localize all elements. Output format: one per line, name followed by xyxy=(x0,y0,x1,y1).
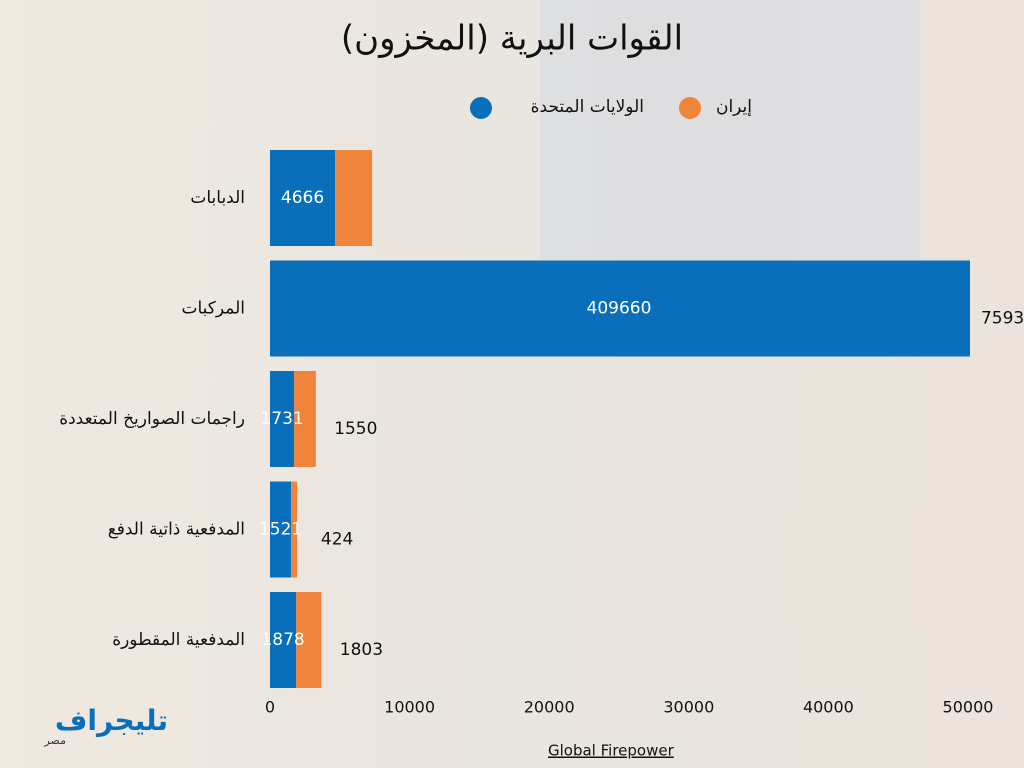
bar xyxy=(270,371,295,467)
bar xyxy=(270,481,292,578)
y-tick-label: المدفعية ذاتية الدفع xyxy=(108,520,245,540)
x-tick-label: 30000 xyxy=(663,698,714,717)
x-tick-label: 20000 xyxy=(524,698,575,717)
background-flag xyxy=(540,0,920,260)
bar xyxy=(291,481,298,578)
legend-label: إيران xyxy=(716,97,752,117)
value-label: 1731 xyxy=(260,409,303,429)
chart-title: القوات البرية (المخزون) xyxy=(341,19,683,59)
bar xyxy=(270,150,336,246)
x-tick-label: 50000 xyxy=(943,698,994,717)
value-label: 4666 xyxy=(281,188,324,208)
x-tick-label: 40000 xyxy=(803,698,854,717)
bar xyxy=(294,371,316,467)
bar xyxy=(270,260,970,357)
bar xyxy=(270,592,297,688)
legend-swatch xyxy=(679,97,701,119)
plot xyxy=(270,150,970,688)
source: Global Firepower xyxy=(548,742,675,760)
value-label: 1803 xyxy=(340,640,383,660)
y-tick-label: الدبابات xyxy=(190,188,245,208)
x-tick-label: 10000 xyxy=(384,698,435,717)
value-label: 75939 xyxy=(981,309,1024,329)
y-tick-label: المركبات xyxy=(181,299,245,319)
legend-swatch xyxy=(470,97,492,119)
value-label: 1521 xyxy=(259,520,302,540)
logo: تليجراف xyxy=(55,704,168,737)
logo-sub: مصر xyxy=(43,734,66,747)
bar xyxy=(335,150,373,246)
y-tick-label: المدفعية المقطورة xyxy=(112,630,245,650)
y-tick-label: راجمات الصواريخ المتعددة xyxy=(59,409,245,429)
legend-label: الولايات المتحدة xyxy=(531,97,644,117)
value-label: 1878 xyxy=(261,630,304,650)
value-label: 424 xyxy=(321,530,353,550)
value-label: 409660 xyxy=(587,299,652,319)
value-label: 1550 xyxy=(334,419,377,439)
bar xyxy=(296,592,322,688)
x-tick-label: 0 xyxy=(265,698,275,717)
